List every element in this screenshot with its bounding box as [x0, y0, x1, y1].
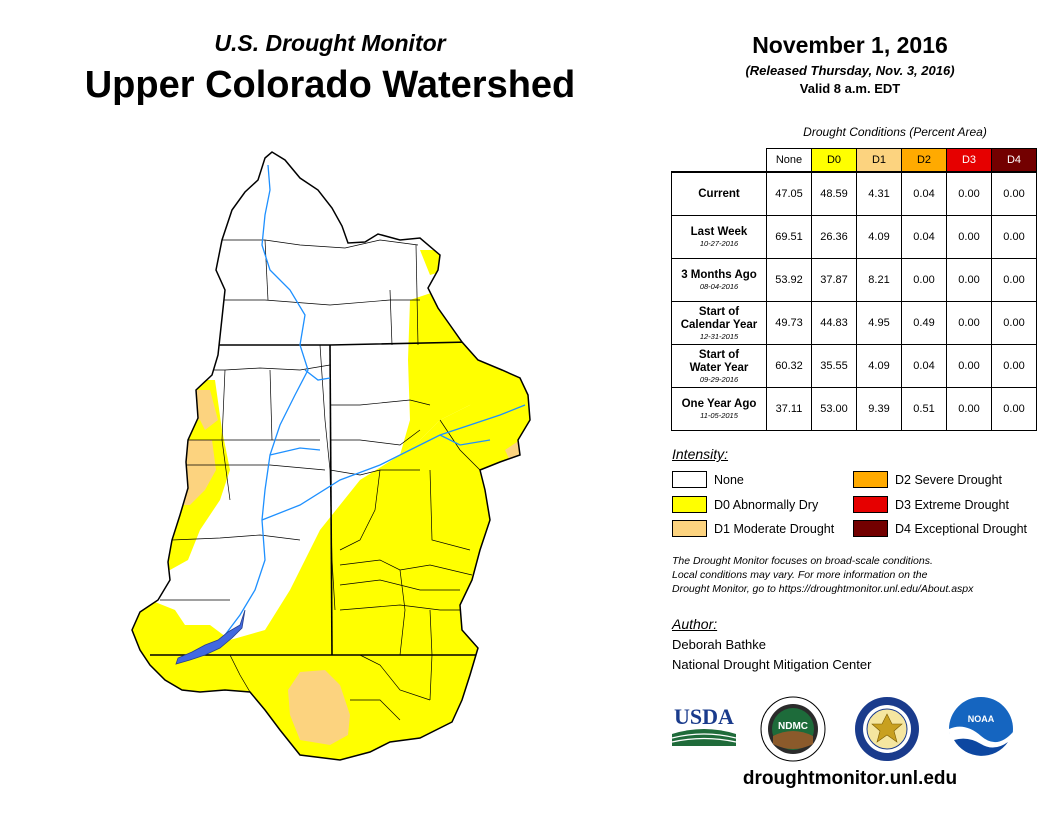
row-label: One Year Ago 11-05-2015	[671, 387, 767, 431]
row-label: Last Week 10-27-2016	[671, 215, 767, 259]
table-cell: 0.51	[901, 387, 947, 431]
table-cell: 0.00	[991, 215, 1037, 259]
noaa-logo: NOAA	[948, 697, 1013, 762]
river-network	[179, 164, 526, 663]
map-title: Upper Colorado Watershed	[84, 64, 576, 106]
watershed-map	[131, 151, 531, 761]
table-cell: 69.51	[766, 215, 812, 259]
map-date: November 1, 2016	[752, 32, 948, 58]
valid-time: Valid 8 a.m. EDT	[799, 81, 901, 96]
legend-item-none: None	[672, 471, 744, 488]
table-row: One Year Ago 11-05-2015 37.11 53.00 9.39 …	[671, 387, 1037, 431]
legend-swatch	[853, 520, 888, 537]
table-cell: 44.83	[811, 301, 857, 345]
usda-logo: USDA	[671, 704, 737, 746]
legend-swatch	[672, 520, 707, 537]
table-cell: 26.36	[811, 215, 857, 259]
author-name: Deborah Bathke	[672, 637, 766, 652]
subbasin-boundaries	[160, 239, 481, 721]
table-cell: 0.00	[991, 387, 1037, 431]
author-organization: National Drought Mitigation Center	[672, 657, 872, 672]
disclaimer-note: The Drought Monitor focuses on broad-sca…	[672, 555, 974, 595]
svg-text:NOAA: NOAA	[968, 714, 995, 724]
legend-item-d2: D2 Severe Drought	[853, 471, 1002, 488]
lake-powell	[175, 609, 246, 665]
svg-text:USDA: USDA	[674, 704, 734, 729]
d1-moderate-drought-west-1	[132, 390, 218, 430]
row-label: 3 Months Ago 08-04-2016	[671, 258, 767, 302]
table-row: Last Week 10-27-2016 69.51 26.36 4.09 0.0…	[671, 215, 1037, 259]
map-subtitle: U.S. Drought Monitor	[214, 30, 446, 56]
legend-swatch	[672, 471, 707, 488]
col-none: None	[766, 148, 812, 173]
legend-swatch	[672, 496, 707, 513]
legend-swatch	[853, 471, 888, 488]
table-cell: 0.04	[901, 215, 947, 259]
svg-text:NDMC: NDMC	[778, 721, 808, 732]
col-d2: D2	[901, 148, 947, 173]
table-cell: 0.00	[946, 301, 992, 345]
table-cell: 4.31	[856, 171, 902, 216]
table-row: 3 Months Ago 08-04-2016 53.92 37.87 8.21 …	[671, 258, 1037, 302]
table-header-row: None D0 D1 D2 D3 D4	[672, 148, 1037, 173]
table-cell: 37.87	[811, 258, 857, 302]
legend-item-d0: D0 Abnormally Dry	[672, 496, 818, 513]
legend-item-d1: D1 Moderate Drought	[672, 520, 834, 537]
table-cell: 0.00	[946, 215, 992, 259]
table-cell: 0.00	[946, 344, 992, 388]
table-cell: 0.00	[991, 171, 1037, 216]
row-label: Start of Water Year 09-29-2016	[671, 344, 767, 388]
state-boundaries	[150, 341, 480, 656]
row-label: Current	[671, 171, 767, 216]
table-cell: 4.95	[856, 301, 902, 345]
table-cell: 49.73	[766, 301, 812, 345]
col-d0: D0	[811, 148, 857, 173]
col-d3: D3	[946, 148, 992, 173]
drought-conditions-table: None D0 D1 D2 D3 D4 Current 47.05 48.59 …	[671, 148, 1037, 431]
table-cell: 0.00	[946, 258, 992, 302]
legend-item-d3: D3 Extreme Drought	[853, 496, 1009, 513]
commerce-seal-logo	[855, 697, 919, 761]
table-row: Start of Calendar Year 12-31-2015 49.73 44…	[671, 301, 1037, 345]
table-caption: Drought Conditions (Percent Area)	[803, 125, 987, 139]
col-d4: D4	[991, 148, 1037, 173]
table-cell: 47.05	[766, 171, 812, 216]
table-cell: 0.00	[946, 387, 992, 431]
table-cell: 35.55	[811, 344, 857, 388]
table-cell: 0.49	[901, 301, 947, 345]
release-date: (Released Thursday, Nov. 3, 2016)	[745, 63, 955, 78]
legend-title: Intensity:	[672, 446, 729, 462]
website-url[interactable]: droughtmonitor.unl.edu	[742, 768, 958, 789]
row-label: Start of Calendar Year 12-31-2015	[671, 301, 767, 345]
d1-moderate-drought-south	[288, 670, 350, 745]
d0-abnormally-dry-east	[400, 290, 530, 455]
table-cell: 0.00	[901, 258, 947, 302]
table-cell: 9.39	[856, 387, 902, 431]
legend-swatch	[853, 496, 888, 513]
table-cell: 53.92	[766, 258, 812, 302]
table-cell: 0.04	[901, 344, 947, 388]
ndmc-logo: NDMC	[760, 696, 826, 762]
col-d1: D1	[856, 148, 902, 173]
date-block: November 1, 2016 (Released Thursday, Nov…	[690, 32, 1010, 96]
table-cell: 48.59	[811, 171, 857, 216]
table-cell: 4.09	[856, 344, 902, 388]
table-cell: 0.04	[901, 171, 947, 216]
table-cell: 0.00	[991, 301, 1037, 345]
table-cell: 0.00	[991, 344, 1037, 388]
legend-item-d4: D4 Exceptional Drought	[853, 520, 1027, 537]
table-cell: 8.21	[856, 258, 902, 302]
table-cell: 37.11	[766, 387, 812, 431]
table-cell: 0.00	[946, 171, 992, 216]
table-row: Start of Water Year 09-29-2016 60.32 35.55…	[671, 344, 1037, 388]
table-row: Current 47.05 48.59 4.31 0.04 0.00 0.00	[671, 171, 1037, 216]
table-cell: 53.00	[811, 387, 857, 431]
d0-abnormally-dry-south	[132, 380, 530, 760]
table-cell: 0.00	[991, 258, 1037, 302]
table-cell: 4.09	[856, 215, 902, 259]
table-cell: 60.32	[766, 344, 812, 388]
author-heading: Author:	[672, 616, 718, 632]
